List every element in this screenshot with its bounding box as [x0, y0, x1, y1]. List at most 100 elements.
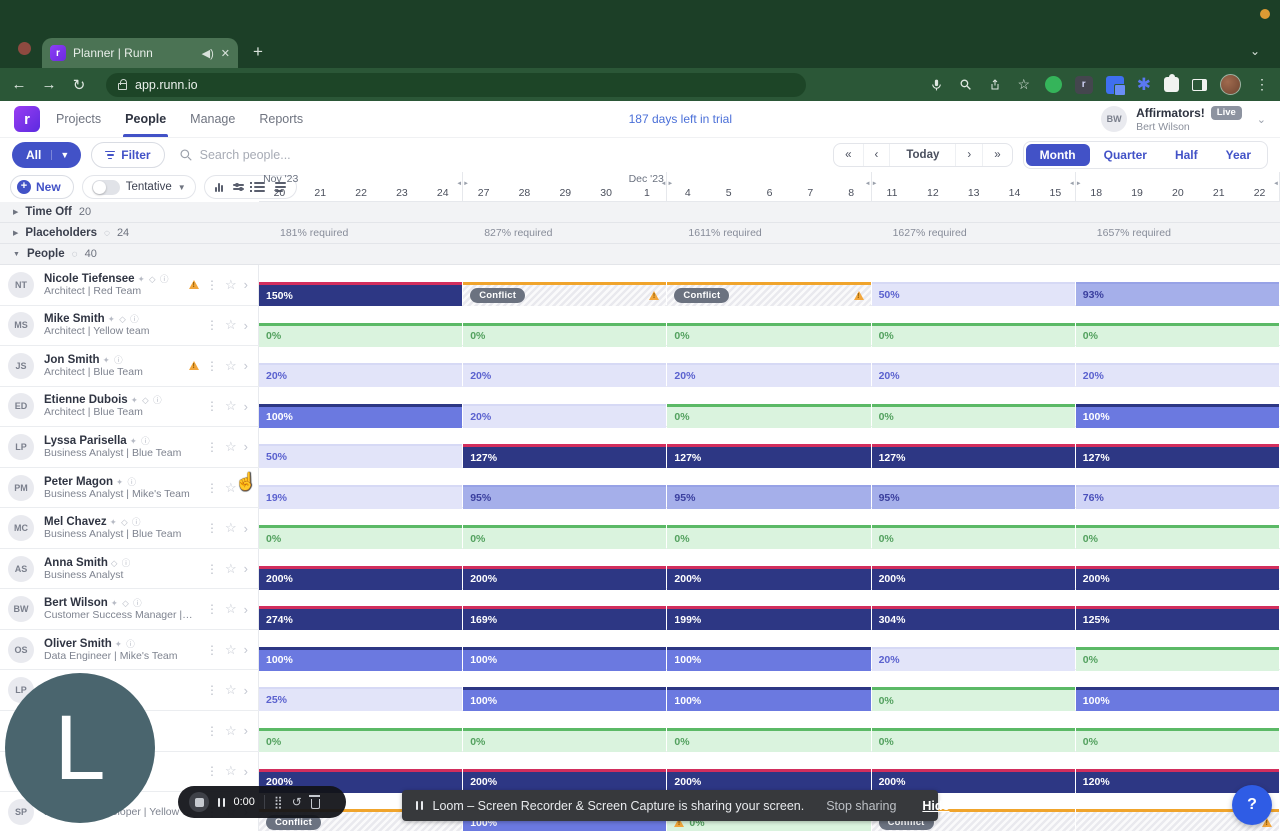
day-header-cell[interactable]: 23: [396, 187, 408, 199]
person-menu-kebab-icon[interactable]: ⋮: [206, 399, 218, 414]
day-header-cell[interactable]: 19: [1131, 187, 1143, 199]
utilization-segment[interactable]: 95%: [667, 484, 871, 509]
conflict-segment[interactable]: Conflict: [667, 282, 871, 306]
utilization-segment[interactable]: 20%: [463, 403, 667, 428]
search-icon[interactable]: [958, 77, 974, 93]
utilization-segment[interactable]: 304%: [871, 606, 1075, 631]
hide-banner-link[interactable]: Hide: [922, 798, 950, 813]
favorite-star-icon[interactable]: ☆: [225, 317, 237, 333]
favorite-star-icon[interactable]: ☆: [225, 763, 237, 779]
utilization-segment[interactable]: 0%: [463, 728, 667, 753]
extensions-puzzle-icon[interactable]: [1164, 74, 1179, 92]
utilization-segment[interactable]: 100%: [463, 646, 667, 671]
utilization-segment[interactable]: 50%: [871, 282, 1075, 306]
nav-projects[interactable]: Projects: [56, 112, 102, 126]
utilization-segment[interactable]: 20%: [871, 646, 1075, 671]
week-resize-arrows-icon[interactable]: ◄►: [660, 181, 675, 187]
utilization-segment[interactable]: 127%: [1075, 444, 1279, 469]
person-cell[interactable]: LP Lyssa Parisella ✦ ⓘ Business Analyst | …: [0, 427, 259, 467]
scope-dropdown[interactable]: All ▼: [12, 142, 82, 168]
favorite-star-icon[interactable]: ☆: [225, 479, 237, 495]
utilization-segment[interactable]: 0%: [667, 322, 871, 347]
expand-chevron-icon[interactable]: ›: [243, 277, 248, 293]
account-widget[interactable]: BW Affirmators! Live Bert Wilson ⌄: [1101, 105, 1266, 133]
utilization-segment[interactable]: 0%: [463, 322, 667, 347]
favorite-star-icon[interactable]: ☆: [225, 438, 237, 454]
favorite-star-icon[interactable]: ☆: [225, 276, 237, 292]
browser-menu-kebab-icon[interactable]: ⋮: [1255, 76, 1269, 92]
utilization-segment[interactable]: 200%: [463, 565, 667, 590]
day-header-cell[interactable]: 29: [559, 187, 572, 199]
chart-icon[interactable]: [214, 182, 223, 192]
mic-icon[interactable]: [929, 77, 945, 93]
new-button[interactable]: + New: [10, 175, 74, 199]
person-menu-kebab-icon[interactable]: ⋮: [206, 602, 218, 617]
utilization-segment[interactable]: 169%: [463, 606, 667, 631]
favorite-star-icon[interactable]: ☆: [225, 641, 237, 657]
utilization-segment[interactable]: 50%: [259, 444, 463, 469]
week-resize-arrows-icon[interactable]: ◄►: [1273, 181, 1280, 187]
utilization-segment[interactable]: 127%: [871, 444, 1075, 469]
utilization-segment[interactable]: 95%: [871, 484, 1075, 509]
tentative-toggle[interactable]: [91, 179, 120, 195]
utilization-segment[interactable]: 0%: [259, 322, 463, 347]
person-menu-kebab-icon[interactable]: ⋮: [206, 358, 218, 373]
person-cell[interactable]: NT Nicole Tiefensee ✦ ◇ ⓘ Architect | Red …: [0, 265, 259, 305]
utilization-segment[interactable]: 100%: [259, 646, 463, 671]
utilization-segment[interactable]: 76%: [1075, 484, 1279, 509]
utilization-segment[interactable]: 200%: [463, 768, 667, 793]
utilization-segment[interactable]: 20%: [667, 363, 871, 388]
day-header-cell[interactable]: 6: [766, 187, 773, 199]
loom-delete-icon[interactable]: [309, 795, 321, 809]
utilization-segment[interactable]: 95%: [463, 484, 667, 509]
expand-chevron-icon[interactable]: ›: [243, 723, 248, 739]
nav-reports[interactable]: Reports: [259, 112, 304, 126]
day-header-cell[interactable]: 4: [684, 187, 691, 199]
utilization-segment[interactable]: 200%: [667, 565, 871, 590]
utilization-segment[interactable]: 100%: [259, 403, 463, 428]
person-menu-kebab-icon[interactable]: ⋮: [206, 480, 218, 495]
conflict-segment[interactable]: Conflict: [463, 282, 667, 306]
view-tab-half[interactable]: Half: [1174, 148, 1198, 162]
group-chevron-icon[interactable]: ▶: [13, 209, 19, 216]
day-header-cell[interactable]: 1: [644, 187, 650, 199]
browser-profile-avatar[interactable]: [1220, 74, 1241, 95]
bookmark-star-icon[interactable]: ☆: [1017, 76, 1031, 92]
utilization-segment[interactable]: 0%: [667, 525, 871, 550]
stop-sharing-button[interactable]: Stop sharing: [826, 798, 897, 813]
today-button[interactable]: Today: [890, 144, 957, 166]
expand-chevron-icon[interactable]: ›: [243, 480, 248, 495]
day-header-cell[interactable]: 20: [1172, 187, 1184, 199]
day-header-cell[interactable]: 18: [1090, 187, 1103, 199]
utilization-segment[interactable]: 100%: [667, 687, 871, 712]
person-cell[interactable]: OS Oliver Smith ✦ ⓘ Data Engineer | Mike's…: [0, 629, 259, 670]
day-header-cell[interactable]: 21: [1212, 187, 1225, 199]
expand-chevron-icon[interactable]: ›: [243, 439, 248, 455]
favorite-star-icon[interactable]: ☆: [225, 722, 237, 738]
favorite-star-icon[interactable]: ☆: [225, 601, 237, 617]
person-cell[interactable]: MS Mike Smith ✦ ◇ ⓘ Architect | Yellow tea…: [0, 305, 259, 346]
utilization-segment[interactable]: 200%: [259, 565, 463, 590]
favorite-star-icon[interactable]: ☆: [225, 682, 237, 698]
person-menu-kebab-icon[interactable]: ⋮: [206, 683, 218, 698]
tab-close-icon[interactable]: ✕: [220, 47, 230, 60]
filter-button[interactable]: Filter: [91, 142, 165, 168]
utilization-segment[interactable]: 200%: [871, 768, 1075, 793]
account-chevron-icon[interactable]: ⌄: [1256, 113, 1266, 126]
group-chevron-icon[interactable]: ▶: [13, 230, 19, 237]
utilization-segment[interactable]: 0%: [871, 403, 1075, 428]
utilization-segment[interactable]: 0%: [1075, 728, 1279, 753]
utilization-segment[interactable]: 0%: [1075, 646, 1279, 671]
group-header[interactable]: ▼ People ◌ 40: [0, 244, 259, 264]
utilization-segment[interactable]: 120%: [1075, 768, 1279, 793]
expand-chevron-icon[interactable]: ›: [243, 398, 248, 414]
utilization-segment[interactable]: 200%: [667, 768, 871, 793]
timeline-header[interactable]: Nov '23 Dec '23 20 21 22 23 24 ◄► 27 28 29 30 1 ◄► 4 5 6…: [259, 172, 1280, 202]
day-header-cell[interactable]: 22: [355, 187, 367, 199]
expand-chevron-icon[interactable]: ›: [243, 317, 248, 333]
side-panel-icon[interactable]: [1192, 78, 1207, 91]
back-icon[interactable]: ←: [11, 76, 27, 93]
utilization-segment[interactable]: 100%: [1075, 687, 1279, 712]
day-header-cell[interactable]: 5: [725, 187, 732, 199]
